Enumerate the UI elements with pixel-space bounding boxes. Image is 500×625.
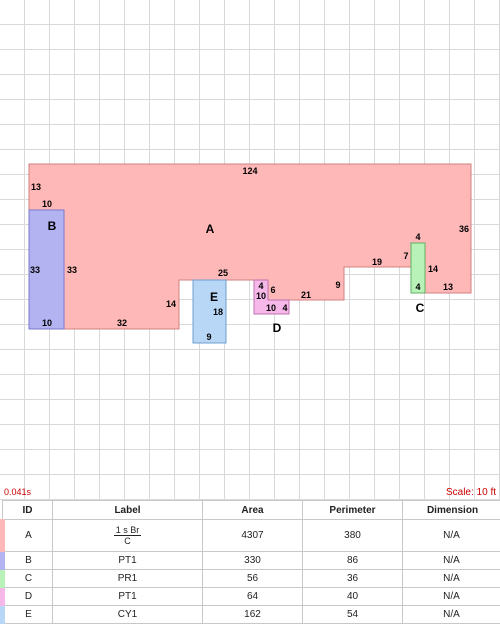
dim-a-step-d2: 10 — [256, 291, 266, 301]
row-label: PT1 — [52, 587, 203, 606]
col-dimension-header[interactable]: Dimension — [402, 500, 500, 520]
dim-a-step-d: 4 — [258, 281, 263, 291]
row-perimeter: 40 — [302, 587, 403, 606]
area-d-letter: D — [273, 321, 282, 335]
row-area: 64 — [202, 587, 303, 606]
area-b-shape[interactable] — [28, 209, 65, 330]
area-c-shape[interactable] — [410, 242, 426, 294]
area-b-letter: B — [48, 219, 57, 233]
row-perimeter: 54 — [302, 605, 403, 624]
dim-a-right-low: 14 — [428, 264, 438, 274]
dim-a-notch-top: 25 — [218, 268, 228, 278]
row-area: 162 — [202, 605, 303, 624]
dim-a-step-mid: 9 — [335, 280, 340, 290]
row-perimeter: 380 — [302, 519, 403, 552]
table-row-a[interactable]: A 1 s Br C 4307 380 N/A — [0, 519, 500, 552]
row-perimeter: 36 — [302, 569, 403, 588]
dim-a-left-step: 10 — [42, 199, 52, 209]
areas-table: ID Label Area Perimeter Dimension A 1 s … — [0, 500, 500, 624]
row-id: E — [0, 605, 53, 624]
dim-b-left: 33 — [30, 265, 40, 275]
row-dimension: N/A — [402, 551, 500, 570]
area-e-shape[interactable] — [192, 279, 227, 344]
row-label: PR1 — [52, 569, 203, 588]
dim-a-step-d3: 6 — [270, 285, 275, 295]
row-id: B — [0, 551, 53, 570]
row-id: A — [0, 519, 53, 552]
col-label-header[interactable]: Label — [52, 500, 203, 520]
dim-a-notch-left: 14 — [166, 299, 176, 309]
area-d-shape[interactable] — [253, 279, 290, 315]
dim-c-bottom: 4 — [415, 282, 420, 292]
render-timer: 0.041s — [4, 487, 32, 497]
area-e-letter: E — [210, 290, 218, 304]
sketch-canvas[interactable]: A B C D E 124 13 10 36 32 14 25 4 10 6 2… — [0, 0, 500, 500]
dim-d-right: 4 — [282, 303, 287, 313]
table-row-e[interactable]: E CY1 162 54 N/A — [0, 605, 500, 624]
dim-a-c-top: 4 — [415, 232, 420, 242]
dim-a-bottom-mid: 21 — [301, 290, 311, 300]
table-row-d[interactable]: D PT1 64 40 N/A — [0, 587, 500, 606]
row-dimension: N/A — [402, 569, 500, 588]
label-denominator: C — [124, 535, 131, 546]
table-row-c[interactable]: C PR1 56 36 N/A — [0, 569, 500, 588]
area-a-letter: A — [206, 222, 215, 236]
row-dimension: N/A — [402, 587, 500, 606]
dim-e-right: 18 — [213, 307, 223, 317]
table-header-row: ID Label Area Perimeter Dimension — [2, 500, 500, 520]
table-row-b[interactable]: B PT1 330 86 N/A — [0, 551, 500, 570]
row-area: 330 — [202, 551, 303, 570]
col-perimeter-header[interactable]: Perimeter — [302, 500, 403, 520]
dim-b-bottom: 10 — [42, 318, 52, 328]
dim-a-bottom-left: 32 — [117, 318, 127, 328]
row-dimension: N/A — [402, 605, 500, 624]
dim-a-step-c: 7 — [403, 251, 408, 261]
area-c-letter: C — [416, 301, 425, 315]
row-label: 1 s Br C — [52, 519, 203, 552]
dim-a-left: 13 — [31, 182, 41, 192]
dim-a-top: 124 — [242, 166, 257, 176]
dim-e-bottom: 9 — [206, 332, 211, 342]
row-area: 56 — [202, 569, 303, 588]
row-perimeter: 86 — [302, 551, 403, 570]
dim-a-bottom-mid2: 19 — [372, 257, 382, 267]
dim-a-right: 36 — [459, 224, 469, 234]
row-label: PT1 — [52, 551, 203, 570]
row-id: D — [0, 587, 53, 606]
col-area-header[interactable]: Area — [202, 500, 303, 520]
scale-label: Scale: 10 ft — [445, 487, 496, 498]
label-numerator: 1 s Br — [113, 524, 142, 536]
row-area: 4307 — [202, 519, 303, 552]
row-dimension: N/A — [402, 519, 500, 552]
row-label: CY1 — [52, 605, 203, 624]
row-id: C — [0, 569, 53, 588]
dim-b-right: 33 — [67, 265, 77, 275]
fraction-label: 1 s Br C — [113, 524, 142, 546]
dim-d-bottom: 10 — [266, 303, 276, 313]
col-id-header[interactable]: ID — [2, 500, 53, 520]
dim-a-bottom-right: 13 — [443, 282, 453, 292]
